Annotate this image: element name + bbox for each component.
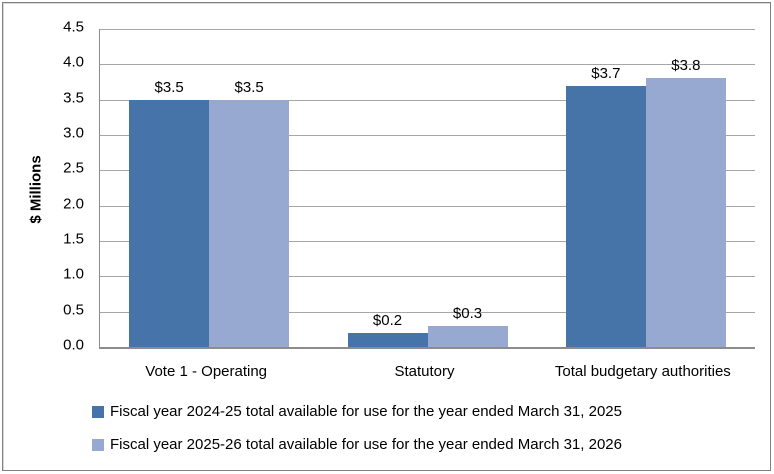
legend-swatch-icon (92, 438, 104, 451)
gridline (100, 135, 755, 136)
bar-series1-1 (129, 99, 210, 347)
bar-data-label: $0.3 (452, 304, 483, 322)
y-tick-label: 0.0 (63, 336, 84, 354)
legend-label: Fiscal year 2024-25 total available for … (110, 403, 622, 420)
gridline (100, 64, 755, 66)
y-tick-label: 3.5 (63, 89, 84, 107)
plot-area: $3.5 $3.5 $0.2 $0.3 $3.7 $3.8 (99, 29, 755, 347)
y-tick-label: 1.5 (63, 230, 84, 248)
y-tick-label: 2.0 (63, 195, 84, 213)
gridline (100, 311, 755, 313)
category-label: Total budgetary authorities (554, 363, 731, 380)
y-tick-label: 2.5 (63, 159, 84, 177)
bar-data-label: $0.2 (372, 311, 403, 329)
y-tick-label: 4.5 (63, 18, 84, 36)
gridline (100, 170, 755, 172)
bar-data-label: $3.5 (154, 78, 184, 96)
y-tick-label: 3.0 (63, 124, 84, 142)
bar-series2-2 (427, 325, 508, 347)
legend-label: Fiscal year 2025-26 total available for … (110, 436, 622, 453)
legend-item-series1: Fiscal year 2024-25 total available for … (92, 403, 622, 420)
bar-series1-2 (347, 332, 428, 347)
category-label: Vote 1 - Operating (145, 363, 268, 380)
bar-series1-3 (565, 85, 646, 347)
gridline (100, 29, 755, 30)
bar-series2-1 (209, 99, 290, 347)
legend-swatch-icon (92, 405, 104, 418)
legend-item-series2: Fiscal year 2025-26 total available for … (92, 436, 622, 453)
legend: Fiscal year 2024-25 total available for … (92, 403, 622, 469)
x-axis-line (99, 347, 755, 349)
gridline (100, 241, 755, 242)
bar-data-label: $3.5 (234, 78, 264, 96)
y-tick-label: 0.5 (63, 301, 84, 319)
y-tick-label: 4.0 (63, 53, 84, 71)
gridline (100, 276, 755, 278)
bar-data-label: $3.7 (591, 64, 621, 82)
y-tick-label: 1.0 (63, 265, 84, 283)
bar-data-label: $3.8 (671, 57, 701, 75)
bar-series2-3 (645, 78, 726, 347)
category-label: Statutory (394, 363, 455, 380)
gridline (100, 205, 755, 207)
gridline (100, 99, 755, 101)
